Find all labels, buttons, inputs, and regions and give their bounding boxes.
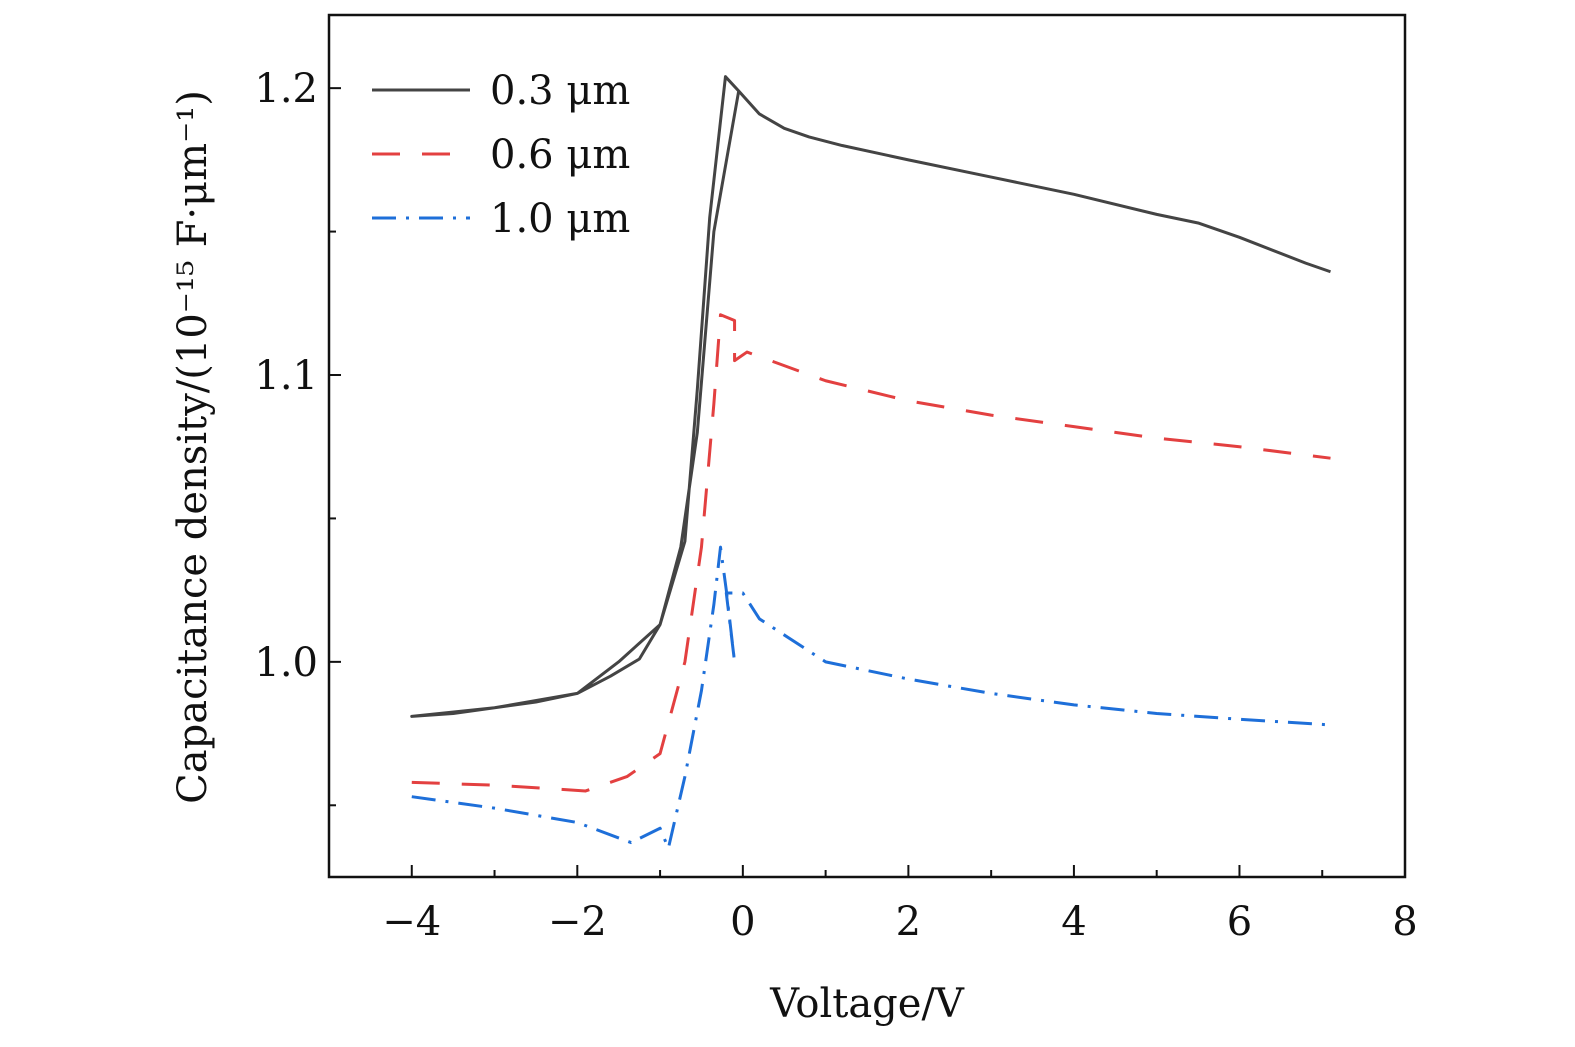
x-axis-label: Voltage/V: [769, 981, 965, 1027]
y-tick-label: 1.0: [254, 640, 318, 686]
x-tick-label: 8: [1392, 899, 1417, 945]
legend-label: 0.3 μm: [490, 68, 630, 114]
y-axis: 1.0 1.1 1.2: [254, 66, 341, 807]
x-tick-label: −2: [548, 899, 607, 945]
plot-frame: [327, 13, 1407, 879]
x-axis: −4 −2 0 2 4 6 8: [382, 865, 1418, 945]
legend: 0.3 μm 0.6 μm 1.0 μm: [372, 68, 630, 242]
x-tick-label: 4: [1061, 899, 1086, 945]
y-axis-label: Capacitance density/(10⁻¹⁵ F·μm⁻¹): [170, 90, 216, 804]
legend-label: 1.0 μm: [490, 196, 630, 242]
x-tick-label: 2: [896, 899, 921, 945]
x-tick-label: 6: [1227, 899, 1252, 945]
y-tick-label: 1.1: [254, 353, 318, 399]
legend-label: 0.6 μm: [490, 132, 630, 178]
y-tick-label: 1.2: [254, 66, 318, 112]
series-line: [410, 75, 1331, 718]
series-line: [411, 313, 1331, 793]
plot-area: [410, 75, 1331, 850]
x-tick-label: 0: [730, 899, 755, 945]
x-tick-label: −4: [382, 899, 441, 945]
series-line: [411, 545, 1331, 850]
